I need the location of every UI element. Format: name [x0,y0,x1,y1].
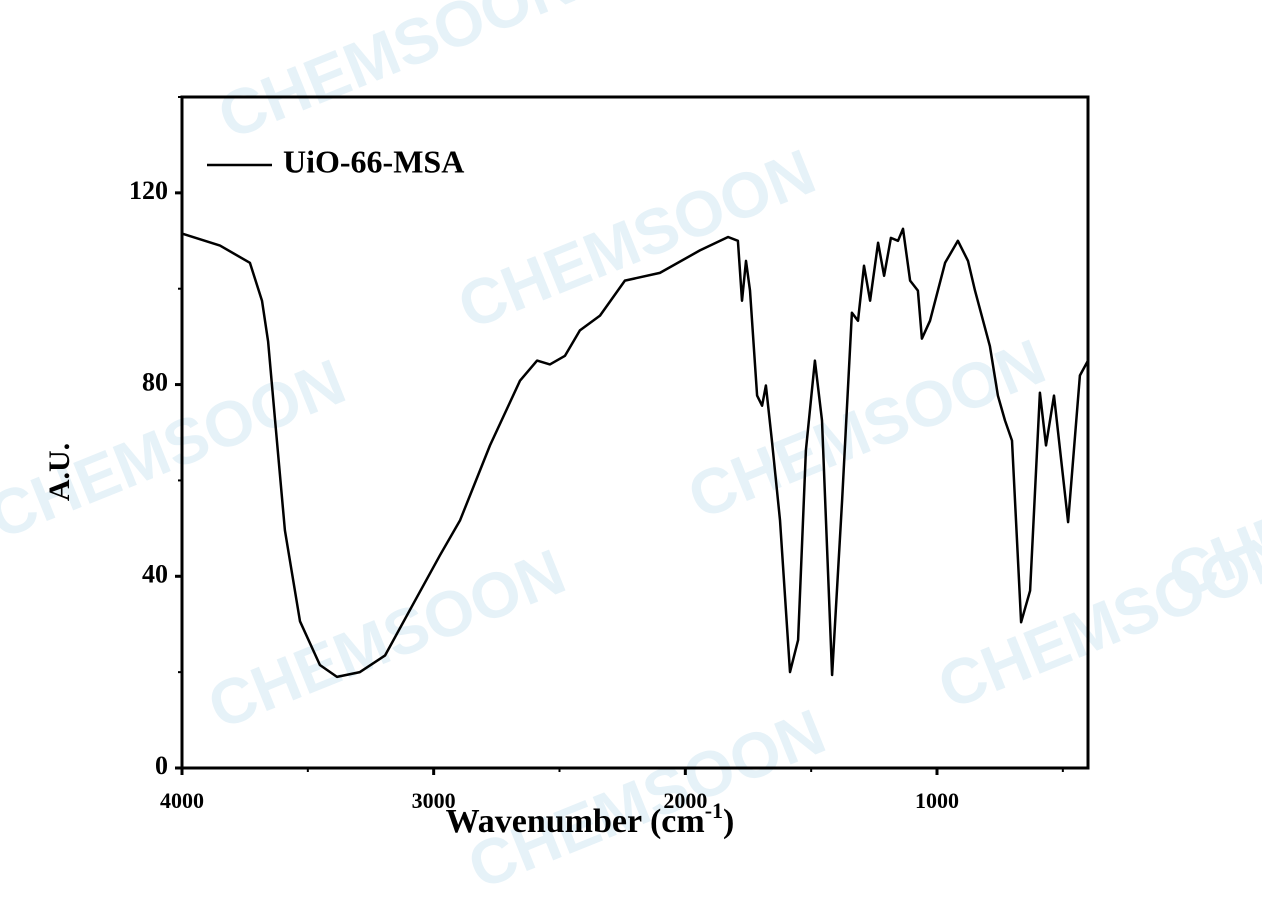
spectrum-line [181,227,1090,679]
x-tick-label: 1000 [915,788,959,813]
y-tick-label: 40 [142,559,168,588]
y-axis-label: A.U. [43,443,76,501]
x-axis-label: Wavenumber (cm-1) [446,798,735,840]
watermark: CHEMSOON [208,0,584,153]
y-tick-label: 80 [142,368,168,397]
x-tick-label: 3000 [412,788,456,813]
y-tick-label: 0 [155,751,168,780]
watermark: CHEMSOON [448,135,824,343]
y-tick-label: 120 [129,176,168,205]
x-label-end: ) [723,803,734,840]
watermark: CHEMSOON [458,695,834,895]
watermark: CHEMSOON [198,535,574,743]
watermark: CHEMSOON [678,325,1054,533]
x-label-sup: -1 [705,798,723,823]
plot-frame [180,95,1090,770]
legend-label: UiO-66-MSA [283,143,464,179]
x-tick-label: 2000 [663,788,707,813]
watermark: CHEMSOON [1158,405,1262,613]
x-label-main: Wavenumber (cm [446,803,705,840]
x-tick-label: 4000 [160,788,204,813]
